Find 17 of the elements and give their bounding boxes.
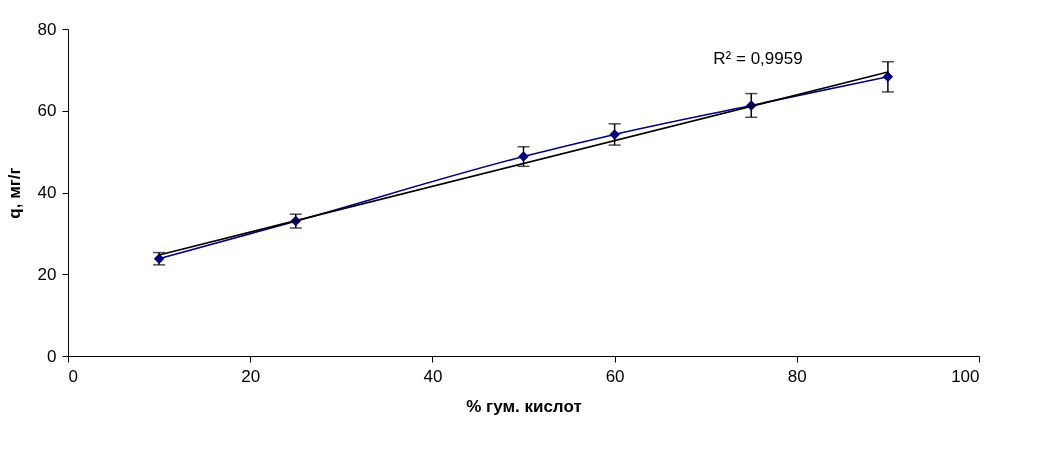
x-axis-title: % гум. кислот — [466, 396, 582, 416]
x-tick-label: 0 — [68, 366, 78, 386]
x-tick-label: 20 — [241, 366, 261, 386]
x-tick-label: 60 — [605, 366, 625, 386]
y-tick-label: 80 — [37, 19, 57, 39]
y-tick-label: 40 — [37, 183, 57, 202]
x-tick-label: 80 — [787, 366, 807, 386]
y-axis-title: q, мг/г — [4, 167, 24, 219]
y-tick-label: 20 — [37, 264, 57, 284]
point — [609, 129, 620, 140]
annotation: R² = 0,9959 — [713, 49, 803, 68]
point — [518, 151, 529, 162]
y-tick-label: 60 — [37, 101, 57, 121]
point — [882, 71, 894, 83]
y-tick-label: 0 — [47, 346, 57, 366]
x-tick-label: 100 — [951, 366, 980, 386]
x-tick-label: 40 — [423, 366, 443, 386]
